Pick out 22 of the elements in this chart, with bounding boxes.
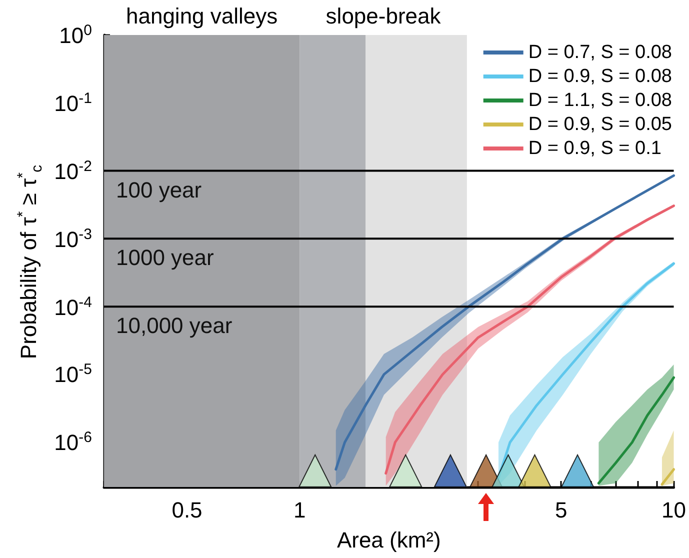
legend-label: D = 0.9, S = 0.08 — [528, 66, 672, 87]
band-label: hanging valleys — [126, 4, 278, 28]
y-tick-label: 10$^{0}$ — [59, 22, 92, 48]
legend-label: D = 0.9, S = 0.1 — [528, 138, 662, 159]
y-tick-label: 10$^{-3}$ — [54, 226, 92, 252]
ref-line-label: 10,000 year — [116, 313, 232, 338]
x-tick-label: 0.5 — [172, 498, 202, 522]
ref-line-label: 100 year — [116, 177, 202, 202]
y-tick-label: 10$^{-1}$ — [54, 90, 92, 116]
x-axis-title: Area (km²) — [336, 528, 441, 552]
legend-label: D = 0.7, S = 0.08 — [528, 42, 672, 63]
y-tick-label: 10$^{-6}$ — [54, 429, 92, 456]
y-tick-label: 10$^{-4}$ — [54, 293, 92, 320]
band-label: slope-break — [326, 4, 442, 28]
legend-label: D = 0.9, S = 0.05 — [528, 114, 672, 135]
y-tick-label: 10$^{-5}$ — [54, 361, 92, 388]
y-tick-label: 10$^{-2}$ — [54, 158, 92, 184]
legend-label: D = 1.1, S = 0.08 — [528, 90, 672, 111]
ref-line-label: 1000 year — [116, 245, 214, 270]
x-tick-label: 1 — [294, 498, 306, 522]
x-tick-label: 10 — [662, 498, 686, 522]
x-tick-label: 5 — [555, 498, 568, 522]
